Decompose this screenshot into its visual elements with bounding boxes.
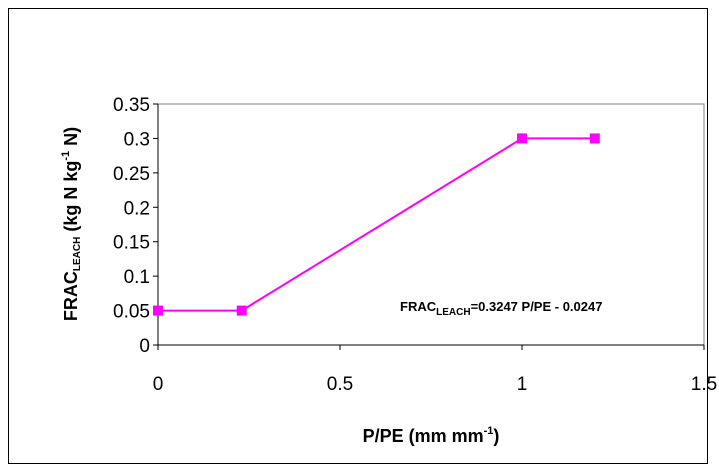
series-line	[158, 137, 595, 312]
y-tick-label: 0.3	[124, 129, 150, 150]
data-point	[236, 305, 247, 316]
chart-frame	[8, 8, 708, 464]
annotation-sub: LEACH	[436, 307, 470, 318]
y-tick-label: 0.1	[124, 267, 150, 288]
y-tick-label: 0.15	[113, 233, 150, 254]
series-layer	[153, 133, 600, 316]
y-axis-ticks: 0 0.05 0.1 0.15 0.2 0.25 0.3 0.35	[113, 95, 158, 357]
y-tick-label: 0.05	[113, 302, 150, 323]
x-axis-title-main: P/PE (mm mm	[363, 426, 484, 446]
y-axis-title-tail: N)	[61, 127, 81, 151]
x-axis-title-tail: )	[493, 426, 499, 446]
y-axis-title-sub: LEACH	[72, 237, 83, 271]
annotation-main: FRAC	[400, 299, 437, 314]
y-tick-label: 0.2	[124, 198, 150, 219]
data-point	[589, 133, 600, 144]
x-tick-label: 1	[517, 374, 528, 395]
x-axis-ticks: 0 0.5 1 1.5	[153, 345, 717, 395]
data-point	[517, 133, 527, 144]
y-axis-title: FRACLEACH (kg N kg-1 N)	[60, 127, 83, 321]
y-tick-label: 0.35	[113, 95, 150, 116]
x-axis-title: P/PE (mm mm-1)	[363, 425, 500, 446]
x-tick-label: 1.5	[691, 374, 717, 395]
data-point	[153, 305, 163, 316]
x-tick-label: 0	[153, 374, 164, 395]
regression-annotation: FRACLEACH=0.3247 P/PE - 0.0247	[400, 299, 602, 318]
x-axis-title-sup: -1	[484, 425, 494, 437]
y-tick-label: 0	[139, 336, 150, 357]
annotation-tail: =0.3247 P/PE - 0.0247	[471, 299, 603, 314]
y-tick-label: 0.25	[113, 164, 150, 185]
y-axis-title-main: FRAC	[61, 271, 81, 321]
y-axis-title-sup: -1	[60, 151, 72, 161]
x-tick-label: 0.5	[327, 374, 353, 395]
y-axis-title-mid: (kg N kg	[61, 161, 81, 237]
